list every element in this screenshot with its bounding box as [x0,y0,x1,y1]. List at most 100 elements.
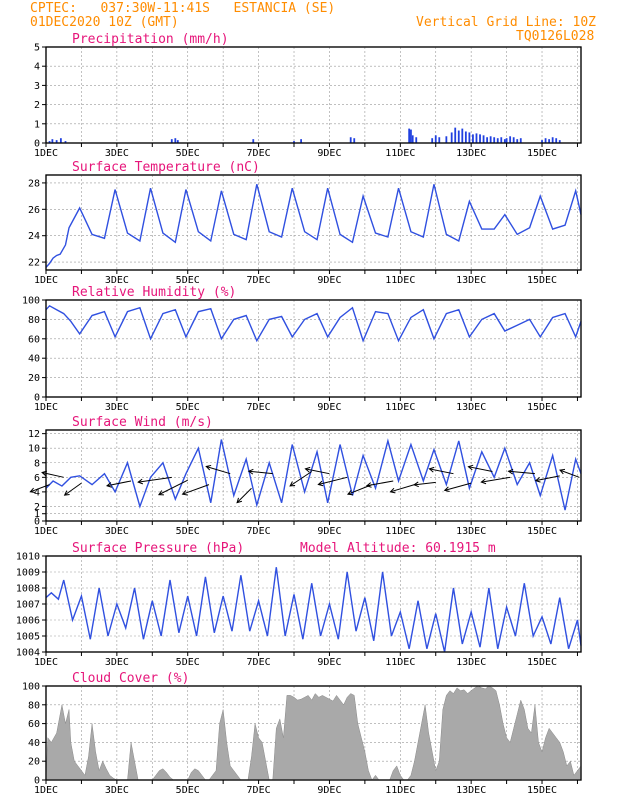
wind-arrow [236,487,252,503]
x-tick-label: 5DEC [176,148,200,159]
precip-bar [252,139,255,143]
precip-bar [174,138,177,143]
x-tick-label: 15DEC [527,785,557,796]
wind-arrow [390,484,415,493]
precip-bar [438,137,441,143]
precip-bar [464,131,467,143]
x-tick-label: 3DEC [105,657,129,668]
precip-bar [548,139,551,143]
x-tick-label: 11DEC [385,402,415,413]
wind-arrow [64,482,82,496]
y-tick-label: 4 [34,62,40,73]
precip-bar [489,136,492,143]
x-tick-label: 13DEC [456,526,486,537]
date-label: 01DEC2020 10Z (GMT) [30,15,179,30]
wind-arrow-head [428,466,435,473]
x-tick-label: 11DEC [385,657,415,668]
precip-bar [475,133,478,143]
x-tick-label: 13DEC [456,402,486,413]
precip-bar [509,136,512,143]
precip-bar [64,141,67,143]
rh-series-line [45,304,582,343]
y-tick-label: 8 [34,458,40,469]
x-tick-label: 1DEC [34,785,58,796]
y-tick-label: 12 [28,429,40,440]
y-tick-label: 3 [34,81,40,92]
precip-bar [450,132,453,143]
x-tick-label: 15DEC [527,275,557,286]
chart-header: CPTEC: 037:30W-11:41S ESTANCIA (SE) 01DE… [0,0,618,46]
x-tick-label: 13DEC [456,657,486,668]
x-tick-label: 9DEC [317,526,341,537]
wind-arrow-head [304,466,311,473]
y-tick-label: 10 [28,444,40,455]
precip-bar [431,138,434,143]
wind-arrow [158,479,188,496]
precip-bar [176,140,179,143]
panel-border [45,555,582,653]
precip-bar [551,137,554,143]
precip-bar [445,136,448,143]
precip-bar [55,140,58,143]
wind-arrow-head [559,468,566,475]
x-tick-label: 1DEC [34,148,58,159]
x-tick-label: 15DEC [527,657,557,668]
precip-bar [454,127,457,143]
wind-arrow [138,476,172,483]
wind-arrow [414,481,436,486]
y-tick-label: 0 [34,393,40,404]
y-tick-label: 6 [34,473,40,484]
precip-bar [415,137,418,143]
wind-arrow-head [467,464,474,471]
x-tick-label: 7DEC [247,402,271,413]
precip-bar [496,138,499,143]
y-tick-label: 20 [28,757,40,768]
x-tick-label: 3DEC [105,785,129,796]
wind-arrow-head [413,481,419,488]
y-tick-label: 100 [22,682,40,693]
panel-border [45,299,582,398]
x-tick-label: 13DEC [456,275,486,286]
x-tick-label: 3DEC [105,275,129,286]
panel-title: Surface Pressure (hPa) [72,541,244,556]
x-tick-label: 11DEC [385,526,415,537]
precip-bar [472,134,474,143]
wind-arrow-head [205,464,212,471]
panel-title: Relative Humidity (%) [72,285,236,300]
panel-title: Cloud Cover (%) [72,671,189,686]
precip-bar [59,138,62,143]
x-tick-label: 11DEC [385,275,415,286]
precip-bar [505,138,508,143]
wind-arrow-head [106,482,112,488]
precip-bar [503,139,506,143]
y-tick-label: 1005 [16,632,40,643]
wind-arrow [248,470,273,475]
wind-arrow-head [365,482,372,488]
precip-bar [555,138,558,143]
precip-bar [468,132,471,143]
y-tick-label: 28 [28,178,40,189]
y-tick-label: 22 [28,258,40,269]
x-tick-label: 9DEC [317,275,341,286]
panel-frame [45,299,582,398]
y-tick-label: 26 [28,205,40,216]
precip-bar [408,128,411,143]
x-tick-label: 11DEC [385,785,415,796]
wind-arrow [206,466,231,475]
wind-arrow-head [137,478,144,485]
wind-arrow [429,468,454,475]
wind-arrow [468,466,493,472]
y-tick-label: 2 [34,100,40,111]
x-tick-label: 3DEC [105,148,129,159]
x-tick-label: 1DEC [34,402,58,413]
x-tick-label: 13DEC [456,785,486,796]
y-tick-label: 1 [34,509,40,520]
precip-bar [349,137,352,143]
x-tick-label: 9DEC [317,402,341,413]
wind-arrow-head [289,481,296,487]
wind-arrow [535,475,560,482]
y-tick-label: 1007 [16,600,40,611]
panel-border [45,429,582,522]
wind-arrow-head [443,486,450,492]
